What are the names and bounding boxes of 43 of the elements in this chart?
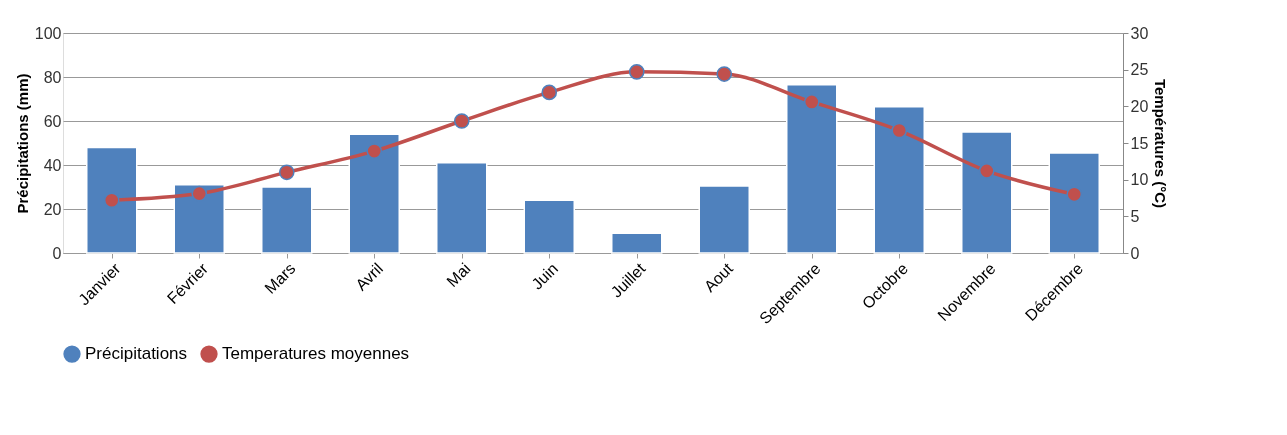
legend-label: Temperatures moyennes: [222, 344, 410, 364]
y-tick-label: 20: [43, 200, 62, 218]
point: [453, 113, 470, 129]
bar: [873, 105, 925, 254]
bar: [86, 146, 138, 254]
y-tick-label: 100: [34, 24, 62, 42]
legend-label: Précipitations: [85, 344, 188, 364]
y2-tick-label: 10: [1130, 171, 1149, 189]
x-tick-label: Mai: [443, 259, 474, 291]
point: [891, 122, 908, 139]
y2-tick-label: 15: [1130, 134, 1149, 152]
point: [366, 143, 383, 159]
y2-tick-label: 20: [1130, 97, 1149, 115]
point: [803, 94, 820, 110]
point: [103, 192, 120, 209]
bar: [348, 133, 400, 254]
point: [978, 163, 995, 179]
bar: [173, 184, 225, 254]
bar: [523, 199, 575, 254]
y2-axis-title: Températures (°C): [1152, 78, 1170, 209]
y-tick-label: 60: [43, 112, 62, 130]
point: [1066, 186, 1083, 203]
y-axis-title: Précipitations (mm): [13, 73, 31, 214]
y-tick-label: 0: [52, 244, 62, 262]
point: [278, 164, 295, 181]
bar: [1048, 152, 1100, 254]
bar: [436, 162, 488, 254]
y2-tick-label: 5: [1130, 207, 1140, 225]
bar: [261, 186, 313, 254]
y-tick-label: 40: [43, 156, 62, 174]
point: [716, 66, 733, 82]
y2-tick-label: 30: [1130, 24, 1149, 42]
bar: [786, 83, 838, 254]
bar: [611, 232, 663, 254]
y2-tick-label: 25: [1130, 61, 1149, 79]
point: [628, 64, 645, 80]
bar: [961, 131, 1013, 254]
y2-tick-label: 0: [1130, 244, 1140, 262]
bar: [698, 185, 750, 254]
point: [191, 185, 208, 202]
y-tick-label: 80: [43, 68, 62, 86]
x-tick-label: Juin: [528, 259, 562, 293]
point: [541, 84, 558, 101]
